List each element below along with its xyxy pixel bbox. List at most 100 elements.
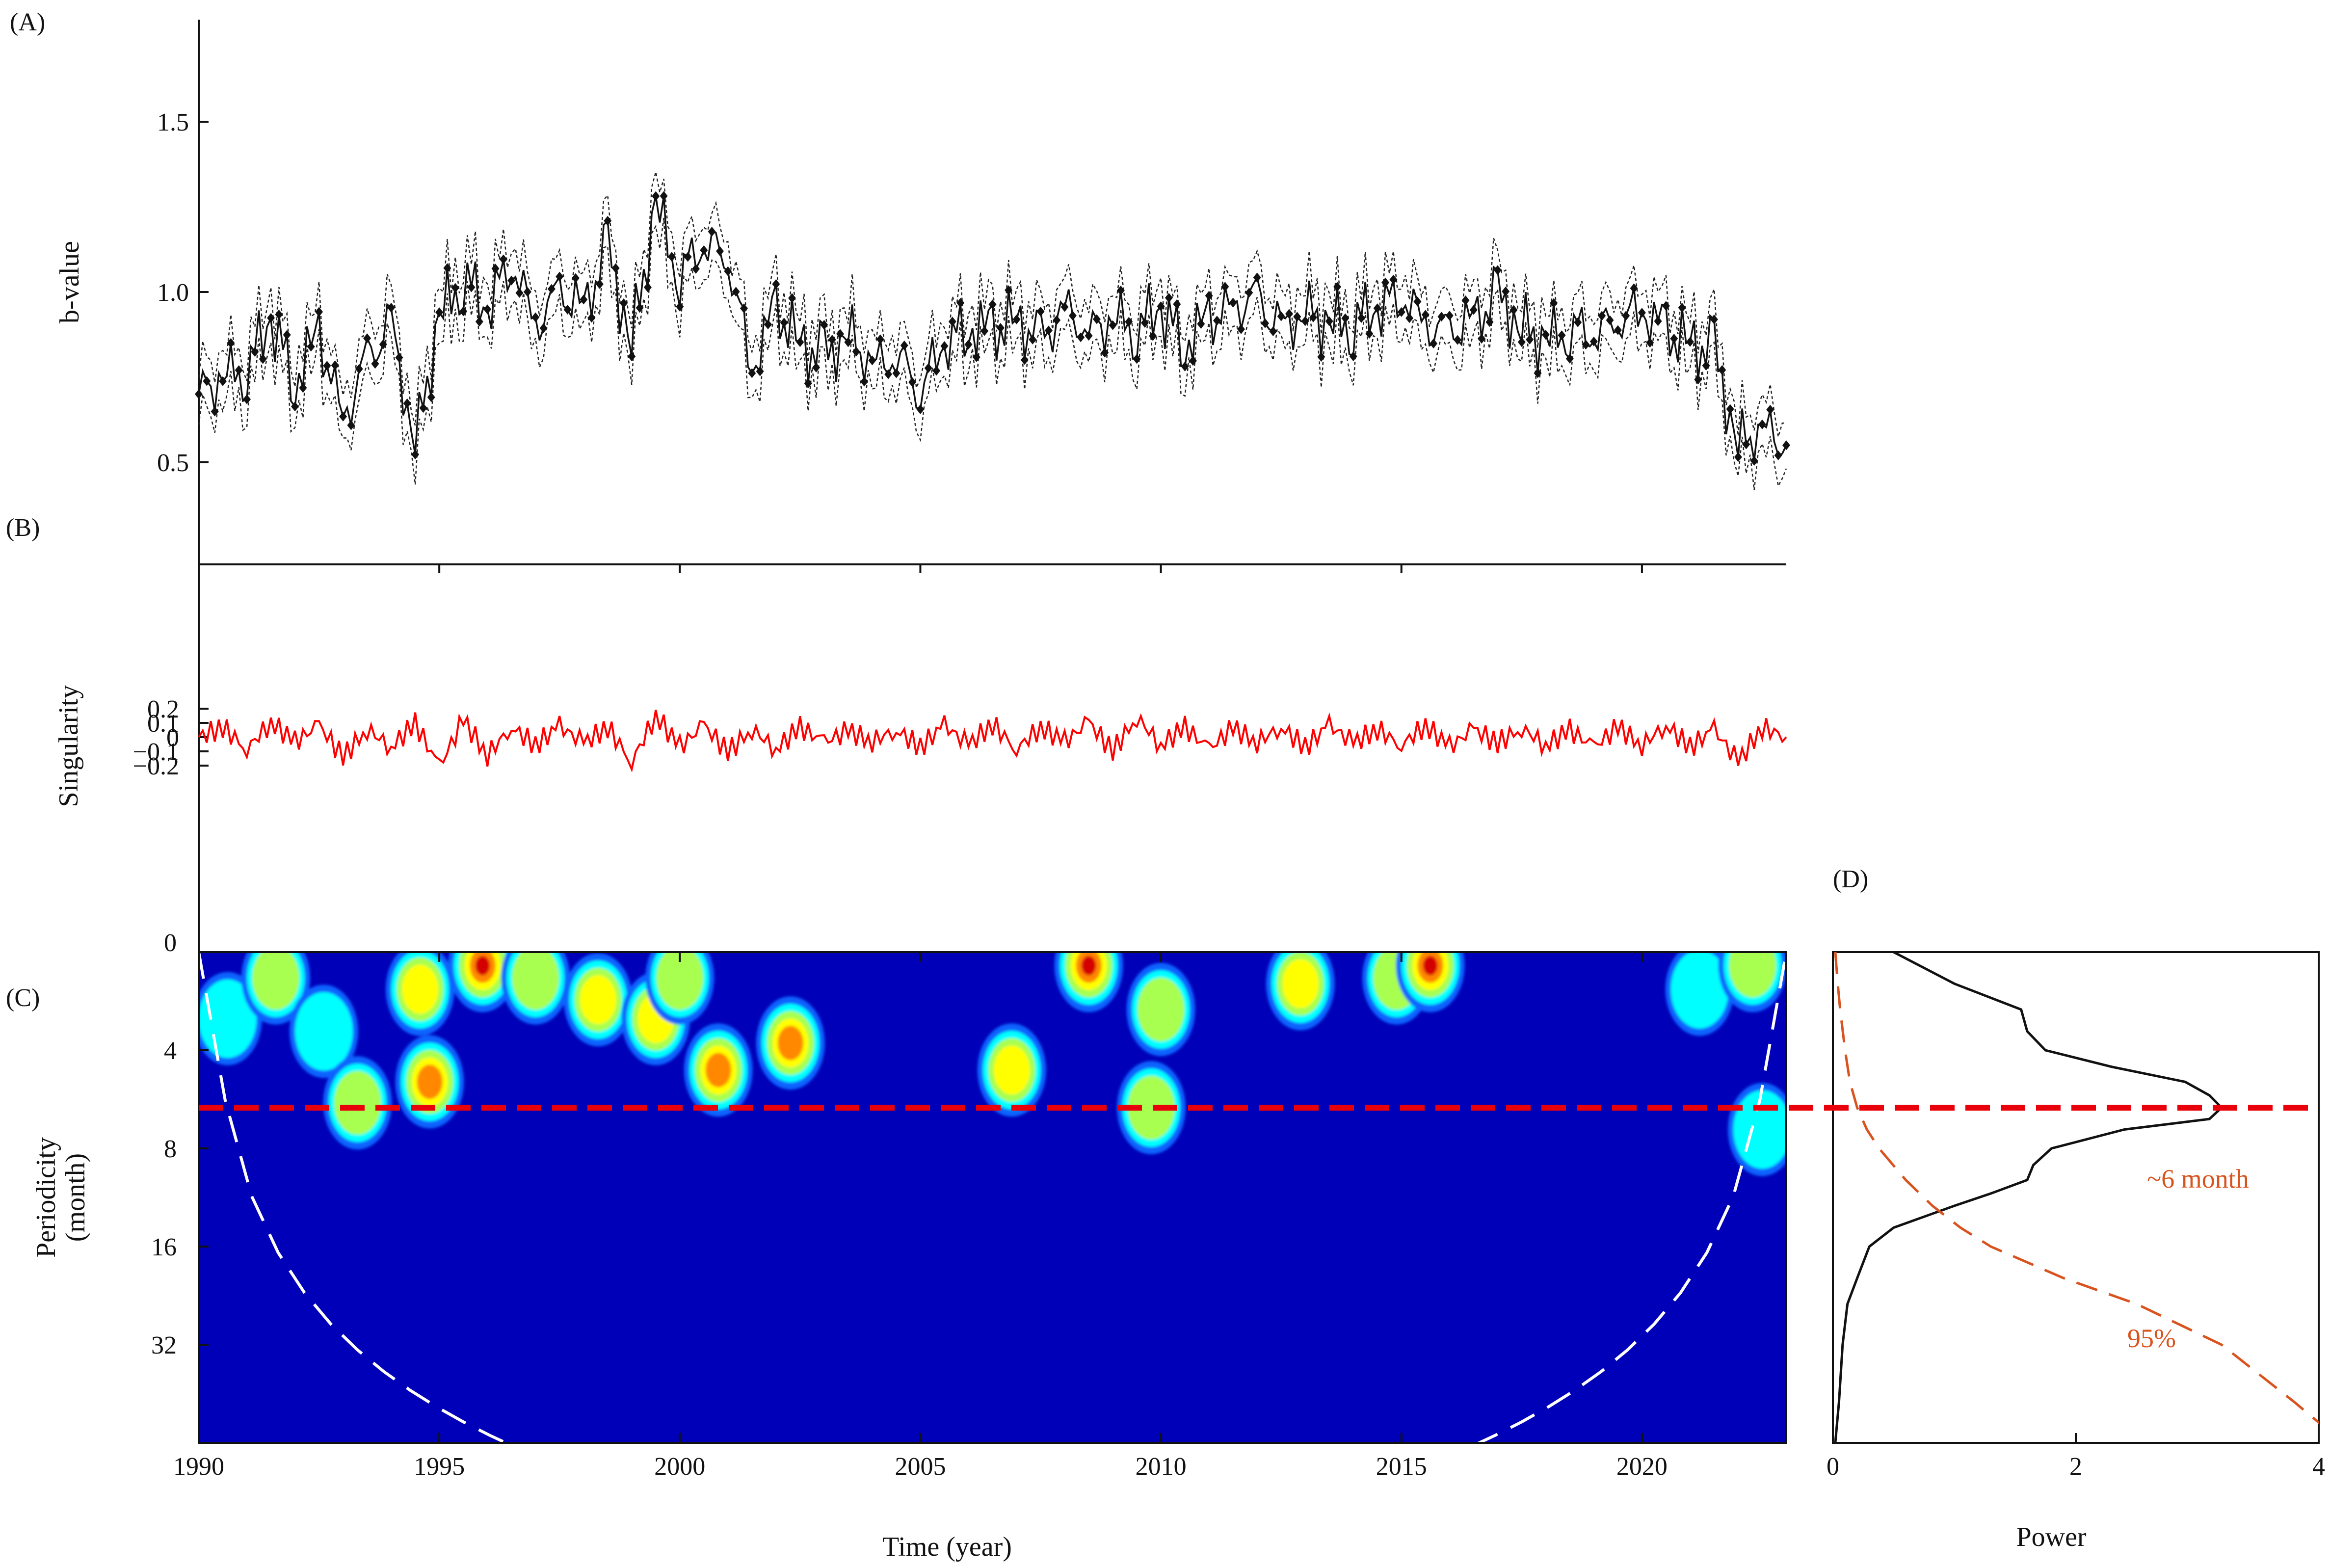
wavelet-power-contour [993,1045,1030,1095]
panel-b-y-tick-label: −0.1 [133,738,179,766]
bvalue-marker [1662,301,1670,311]
bvalue-marker [1253,272,1261,283]
bvalue-marker [1445,311,1454,321]
bvalue-marker [307,342,315,352]
bvalue-marker [1165,292,1173,303]
bvalue-marker [652,191,660,201]
bvalue-lower-bound-line [198,217,1787,490]
bvalue-marker [1558,330,1566,341]
bvalue-marker [1726,404,1734,414]
bvalue-marker [684,252,692,262]
bvalue-marker [1454,335,1462,345]
wavelet-power-contour [1423,956,1438,976]
wavelet-power-contour [1729,952,1776,998]
bvalue-marker [788,293,796,303]
bvalue-marker [700,245,708,255]
bvalue-marker [1694,374,1702,385]
bvalue-marker [1157,301,1165,312]
wavelet-power-contour [334,1071,381,1135]
bvalue-marker [940,341,949,351]
significance-95-line [1834,952,2319,1424]
bvalue-marker [1509,305,1518,315]
bvalue-marker [1397,307,1405,317]
bvalue-marker [315,307,323,317]
bvalue-marker [740,303,748,314]
bvalue-marker [756,366,764,376]
bvalue-marker [1646,338,1654,348]
bvalue-marker [491,264,500,274]
bvalue-marker [1053,315,1061,325]
bvalue-marker [331,360,339,371]
bvalue-marker [1245,288,1253,298]
bvalue-marker [604,215,612,226]
bvalue-marker [828,335,836,345]
bvalue-marker [804,378,812,389]
bvalue-marker [483,304,492,315]
bvalue-marker [1341,313,1350,323]
bvalue-marker [291,401,299,412]
bvalue-marker [1565,353,1574,364]
bvalue-marker [580,294,588,305]
bvalue-marker [1606,315,1614,325]
bvalue-marker [1229,297,1237,308]
panel-c-x-tick-label: 2015 [1376,1453,1427,1481]
bvalue-marker [379,339,387,349]
bvalue-marker [1437,312,1446,322]
bvalue-marker [1029,334,1037,345]
panel-b-y-tick-label: 0 [166,724,179,752]
bvalue-marker [780,318,788,328]
bvalue-marker [1598,311,1606,321]
annotation-6-month: ~6 month [2147,1164,2249,1194]
bvalue-marker [1389,274,1398,285]
bvalue-marker [211,406,219,417]
bvalue-marker [1060,302,1069,312]
bvalue-marker [1237,324,1245,334]
bvalue-marker [1614,325,1622,335]
panel-a-y-title: b-value [54,241,85,323]
bvalue-marker [1317,352,1325,362]
bvalue-marker [667,252,676,262]
bvalue-marker [852,346,860,357]
cone-of-influence [199,952,1786,1443]
bvalue-marker [1630,283,1638,293]
bvalue-marker [1405,313,1414,323]
bvalue-marker [1020,355,1029,365]
wavelet-power-contour [1137,977,1185,1041]
panel-d-x-tick-label: 2 [2069,1453,2082,1481]
bvalue-marker [884,369,893,379]
wavelet-power-contour [777,1026,803,1061]
bvalue-marker [1109,320,1117,330]
bvalue-marker [219,376,227,386]
panel-c-frame [198,951,1787,1444]
panel-b-y-tick-label: 0.1 [147,710,179,738]
bvalue-marker [1478,334,1486,344]
bvalue-marker [1149,331,1157,341]
bvalue-marker [676,301,684,312]
panel-a-y-tick-label: 0.5 [157,449,189,477]
bvalue-marker [459,306,468,317]
panel-b-y-tick-label: 0.2 [147,695,179,723]
bvalue-marker [259,354,267,364]
bvalue-marker [1349,351,1357,362]
bvalue-marker [1309,312,1318,322]
wavelet-power-contour [705,1053,731,1088]
bvalue-marker [1221,282,1229,292]
panel-c-x-title: Time (year) [882,1532,1012,1562]
bvalue-marker [435,307,444,318]
bvalue-marker [611,263,620,273]
bvalue-marker [1012,314,1021,324]
bvalue-marker [1710,314,1718,324]
panel-d-x-title: Power [2016,1522,2086,1552]
bvalue-marker [892,368,900,378]
panel-label-b: (B) [6,514,40,542]
panel-d-global-power: 0 2 4 Power ~6 month 95% [1827,951,2325,1552]
bvalue-marker [251,347,259,357]
bvalue-marker [1766,404,1774,415]
bvalue-marker [1622,311,1630,321]
bvalue-marker [1469,305,1478,315]
panel-a-y-tick-label: 1.5 [157,108,189,136]
wavelet-power-contour [294,992,353,1071]
bvalue-marker [1654,316,1662,326]
bvalue-marker [1068,311,1077,321]
